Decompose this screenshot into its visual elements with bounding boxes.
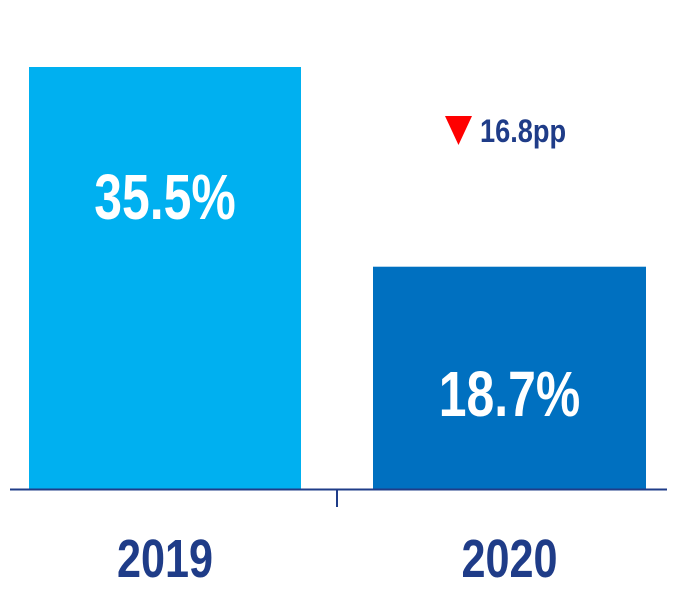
bar-2020 [373, 266, 646, 489]
x-tick-label-2020: 2020 [461, 530, 557, 590]
data-label-2019: 35.5% [94, 162, 236, 233]
down-arrow-icon [445, 116, 472, 145]
x-tick-label-2019: 2019 [117, 530, 213, 590]
change-annotation: 16.8pp [480, 114, 566, 150]
data-label-2020: 18.7% [439, 359, 581, 430]
bar-2019 [29, 67, 301, 489]
